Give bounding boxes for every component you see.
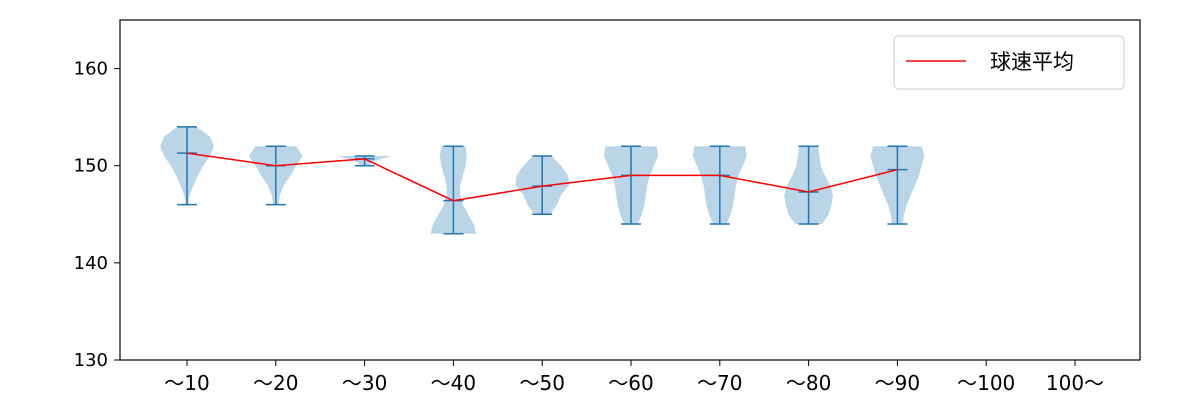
y-tick-label: 150 [74,156,108,177]
x-tick-label: 100～ [1046,371,1104,395]
legend-label: 球速平均 [990,50,1074,74]
x-tick-label: ～40 [431,371,476,395]
y-tick-label: 160 [74,59,108,80]
x-axis: ～10 ～20 ～30 ～40 ～50 ～60 ～70 ～80 ～90 ～100 100～ [164,360,1104,395]
x-tick-label: ～60 [608,371,653,395]
x-tick-label: ～80 [786,371,831,395]
x-tick-label: ～10 [164,371,209,395]
x-tick-label: ～20 [253,371,298,395]
x-tick-label: ～30 [342,371,387,395]
legend: 球速平均 [894,36,1124,89]
x-tick-label: ～70 [697,371,742,395]
x-tick-label: ～90 [875,371,920,395]
x-tick-label: ～100 [957,371,1015,395]
x-tick-label: ～50 [519,371,564,395]
y-tick-label: 140 [74,253,108,274]
y-axis: 130 140 150 160 [74,59,120,371]
y-tick-label: 130 [74,350,108,371]
